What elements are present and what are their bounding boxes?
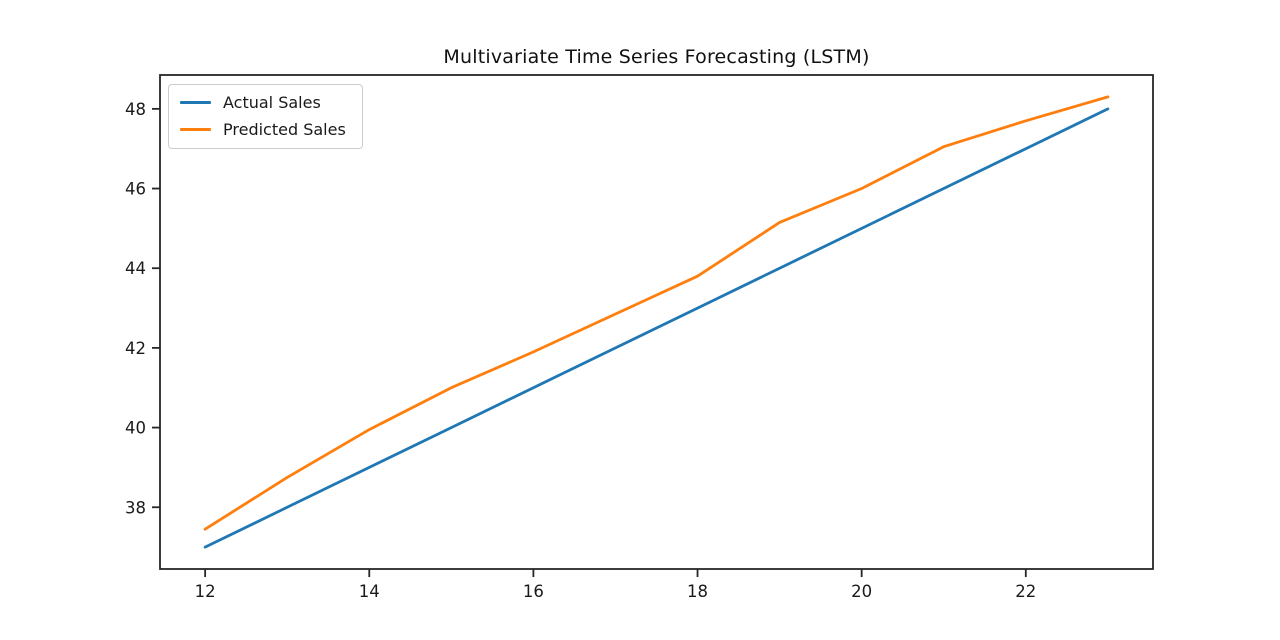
legend-label-actual: Actual Sales (223, 93, 321, 112)
legend-item-predicted-sales: Predicted Sales (180, 119, 346, 139)
chart-title: Multivariate Time Series Forecasting (LS… (443, 46, 870, 68)
legend-label-predicted: Predicted Sales (223, 119, 346, 139)
legend-line-swatch-actual (180, 101, 211, 105)
legend: Actual Sales Predicted Sales (168, 84, 363, 150)
x-tick-label: 20 (851, 582, 872, 601)
y-tick-label: 44 (125, 259, 146, 278)
y-tick-label: 48 (125, 100, 146, 119)
y-tick-label: 38 (125, 498, 146, 517)
series-line-actual-sales (203, 107, 1110, 549)
legend-line-swatch-predicted (180, 127, 211, 131)
x-tick-label: 12 (195, 582, 216, 601)
y-tick-label: 46 (125, 180, 146, 199)
x-tick-label: 22 (1015, 582, 1036, 601)
y-tick-label: 40 (125, 419, 146, 438)
x-tick-label: 14 (359, 582, 380, 601)
x-tick-label: 16 (523, 582, 544, 601)
legend-item-actual-sales: Actual Sales (180, 94, 346, 112)
series-line-predicted-sales (203, 95, 1110, 531)
axes-spines (159, 74, 1154, 570)
y-tick-label: 42 (125, 339, 146, 358)
x-tick-label: 18 (687, 582, 708, 601)
